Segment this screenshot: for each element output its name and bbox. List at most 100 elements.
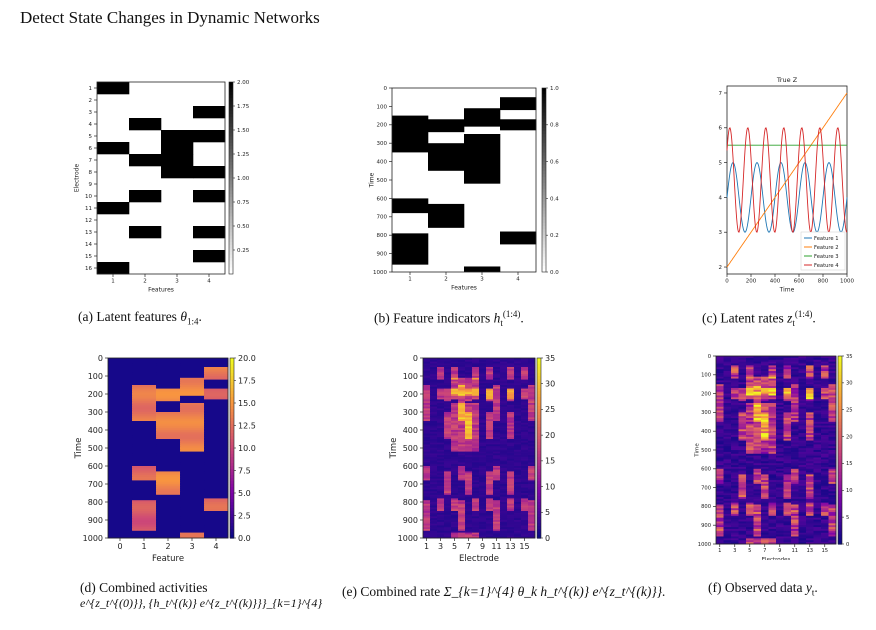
heatmap-cell: [132, 367, 157, 370]
heatmap-cell: [156, 498, 181, 501]
heatmap-cell: [821, 386, 829, 389]
heatmap-cell: [753, 472, 762, 475]
heatmap-cell: [108, 487, 133, 490]
heatmap-cell: [828, 372, 837, 376]
colorbar-cell: [230, 406, 234, 410]
heatmap-cell: [776, 491, 784, 494]
heatmap-cell: [528, 532, 536, 535]
heatmap-cell: [458, 532, 466, 535]
heatmap-cell: [465, 448, 473, 451]
heatmap-cell: [458, 493, 466, 496]
heatmap-cell: [791, 508, 799, 511]
heatmap-cell: [514, 395, 522, 398]
heatmap-cell: [180, 457, 205, 460]
heatmap-cell: [761, 534, 769, 537]
heatmap-cell: [204, 480, 229, 483]
heatmap-cell: [430, 439, 438, 442]
heatmap-cell: [806, 463, 814, 466]
heatmap-cell: [204, 422, 229, 425]
heatmap-cell: [132, 514, 157, 517]
heatmap-cell: [798, 500, 807, 504]
heatmap-cell: [528, 385, 536, 388]
heatmap-cell: [180, 458, 205, 461]
heatmap-cell: [521, 365, 529, 368]
heatmap-cell: [423, 512, 431, 515]
heatmap-cell: [444, 487, 452, 490]
heatmap-cell: [753, 525, 762, 528]
heatmap-cell: [768, 521, 777, 524]
heatmap-cell: [507, 462, 515, 465]
heatmap-cell: [768, 408, 777, 411]
heatmap-cell: [813, 374, 822, 378]
y-tick-label: 200: [377, 123, 388, 129]
heatmap-cell: [753, 382, 762, 385]
heatmap-cell: [486, 404, 494, 407]
heatmap-cell: [472, 498, 480, 501]
heatmap-cell: [423, 435, 431, 438]
heatmap-cell: [486, 367, 494, 370]
heatmap-cell: [828, 527, 837, 530]
heatmap-cell: [437, 430, 445, 433]
heatmap-cell: [507, 422, 515, 425]
heatmap-cell: [444, 430, 452, 433]
heatmap-cell: [528, 475, 536, 478]
heatmap-cell: [821, 463, 829, 466]
heatmap-cell: [821, 446, 829, 449]
heatmap-cell: [528, 431, 536, 434]
heatmap-cell: [791, 504, 799, 507]
heatmap-cell: [465, 503, 473, 506]
colorbar-cell: [542, 238, 546, 242]
heatmap-cell: [451, 439, 459, 442]
heatmap-cell: [761, 483, 769, 487]
heatmap-cell: [500, 473, 508, 476]
heatmap-cell: [156, 511, 181, 514]
heatmap-cell: [813, 448, 822, 451]
heatmap-cell: [723, 532, 732, 535]
heatmap-cell: [521, 480, 529, 483]
heatmap-cell: [761, 418, 769, 421]
heatmap-cell: [507, 374, 515, 377]
heatmap-cell: [738, 530, 747, 534]
heatmap-cell: [444, 520, 452, 523]
heatmap-cell: [746, 361, 754, 364]
heatmap-cell: [738, 444, 747, 447]
heatmap-cell: [493, 536, 501, 539]
heatmap-cell: [430, 448, 438, 451]
heatmap-cell: [753, 438, 762, 441]
heatmap-cell: [821, 513, 829, 517]
heatmap-cell: [458, 529, 466, 532]
heatmap-cell: [716, 369, 724, 372]
x-tick-label: 0: [725, 279, 729, 285]
heatmap-cell: [486, 476, 494, 479]
heatmap-cell: [821, 393, 829, 396]
colorbar-cell: [542, 88, 546, 92]
heatmap-cell: [180, 464, 205, 467]
heatmap-cell: [493, 451, 501, 454]
heatmap-cell: [723, 463, 732, 466]
heatmap-cell: [723, 455, 732, 458]
heatmap-cell: [521, 476, 529, 479]
heatmap-cell: [132, 523, 157, 526]
heatmap-cell: [423, 460, 431, 463]
heatmap-cell: [444, 458, 452, 461]
heatmap-cell: [437, 521, 445, 524]
heatmap-cell: [828, 483, 837, 487]
heatmap-cell: [486, 433, 494, 436]
x-axis-label: Feature: [152, 554, 184, 562]
heatmap-cell: [716, 416, 724, 419]
heatmap-cell: [798, 376, 807, 379]
heatmap-cell: [731, 418, 739, 421]
heatmap-cell: [528, 525, 536, 528]
heatmap-cell: [437, 383, 445, 386]
heatmap-cell: [528, 507, 536, 510]
heatmap-cell: [458, 491, 466, 494]
heatmap-cell: [458, 370, 466, 373]
heatmap-cell: [806, 508, 814, 511]
heatmap-cell: [768, 423, 777, 426]
heatmap-cell: [783, 510, 792, 513]
heatmap-cell: [521, 466, 529, 469]
heatmap-cell: [723, 519, 732, 522]
heatmap-cell: [723, 395, 732, 398]
heatmap-cell: [437, 397, 445, 400]
heatmap-cell: [761, 523, 769, 526]
